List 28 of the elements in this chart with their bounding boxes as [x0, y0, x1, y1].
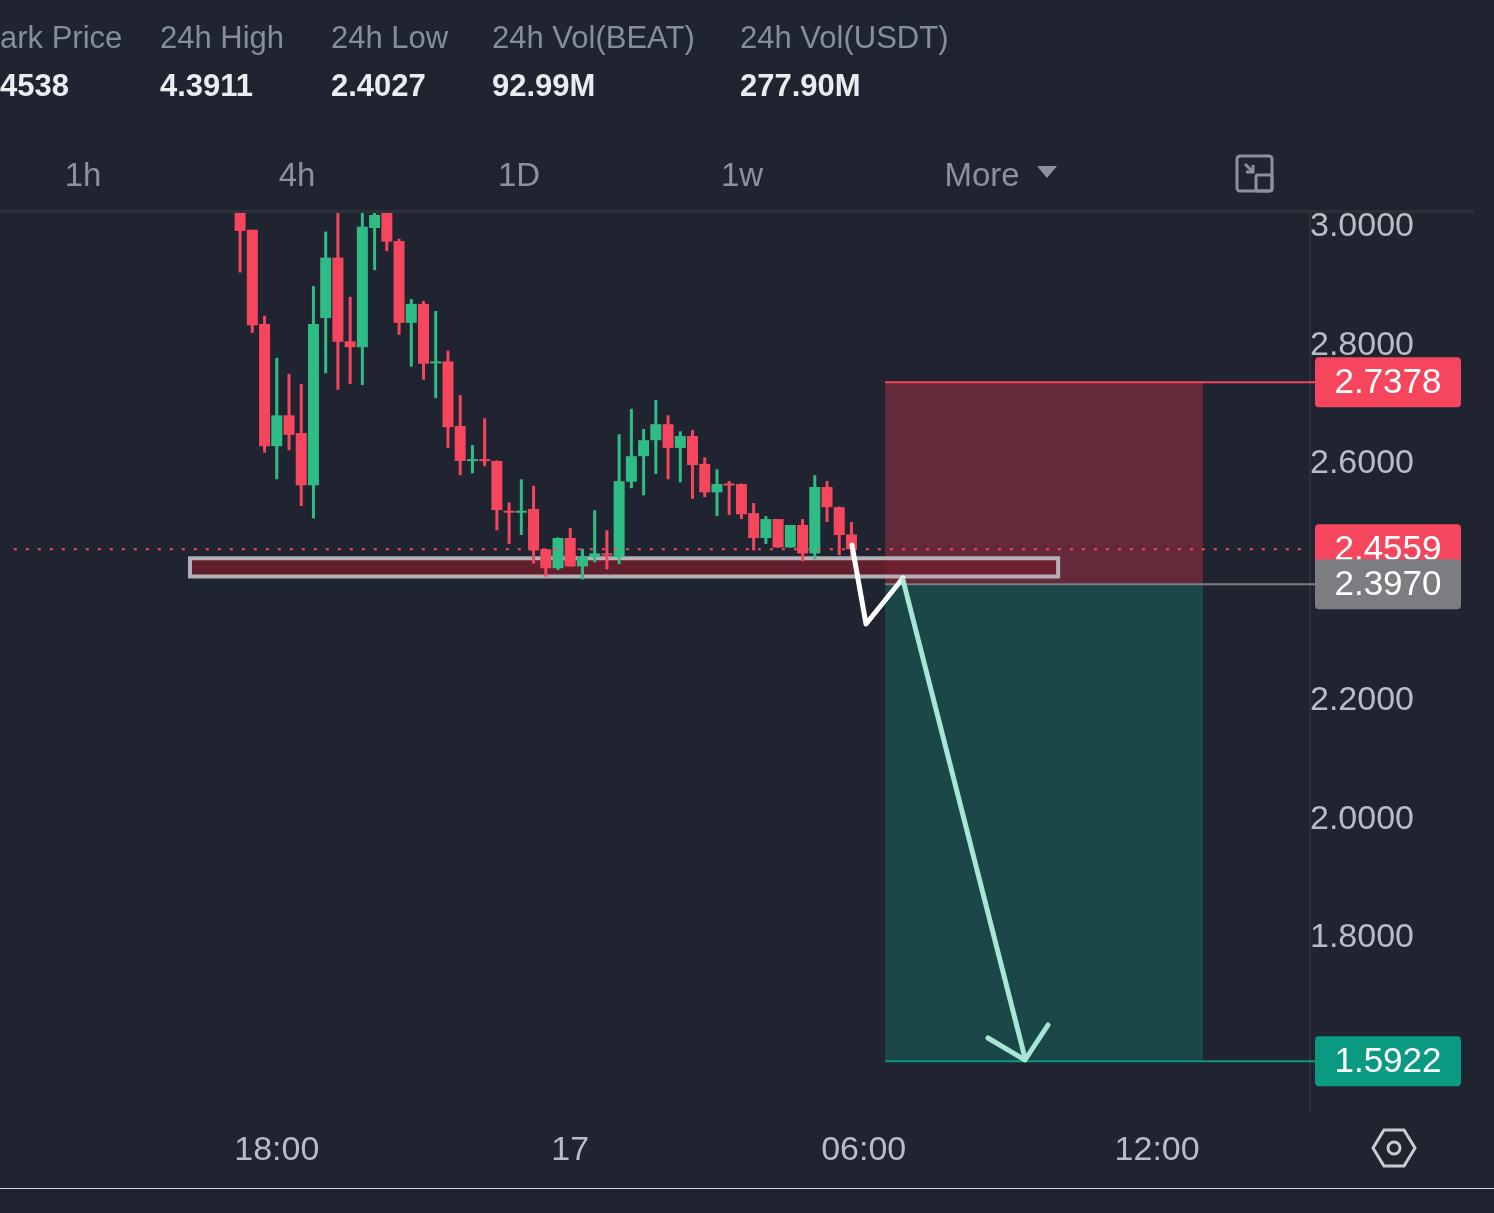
text: 1w — [720, 156, 764, 194]
x-tick-label: 17 — [551, 1128, 590, 1167]
text: 1h — [64, 156, 102, 194]
ref-line-label: 1.5922 — [1334, 1039, 1442, 1079]
y-tick-label: 3.0000 — [1310, 205, 1414, 244]
text: 4h — [278, 156, 316, 194]
text: 1D — [497, 156, 541, 194]
y-tick-label: 1.8000 — [1310, 916, 1414, 955]
text: 277.90M — [740, 68, 861, 104]
text: 4538 — [0, 68, 69, 104]
y-tick-label: 2.0000 — [1310, 797, 1414, 836]
x-tick-label: 12:00 — [1114, 1128, 1200, 1167]
text: 24h Vol(BEAT) — [492, 20, 695, 56]
text: 24h High — [160, 20, 285, 56]
text: More — [944, 156, 1020, 194]
text: ark Price — [0, 20, 123, 56]
text: 4.3911 — [160, 68, 254, 104]
y-tick-label: 2.8000 — [1310, 323, 1414, 362]
y-tick-label: 2.2000 — [1310, 679, 1414, 718]
y-tick-label: 2.6000 — [1310, 442, 1414, 481]
text: 92.99M — [492, 68, 596, 104]
text: 2.4027 — [331, 68, 426, 104]
x-tick-label: 06:00 — [821, 1128, 907, 1167]
x-tick-label: 18:00 — [234, 1128, 320, 1167]
text: 24h Low — [331, 20, 449, 56]
candlestick — [784, 524, 796, 548]
ref-line-label: 2.7378 — [1334, 360, 1442, 400]
text: 24h Vol(USDT) — [740, 20, 949, 56]
